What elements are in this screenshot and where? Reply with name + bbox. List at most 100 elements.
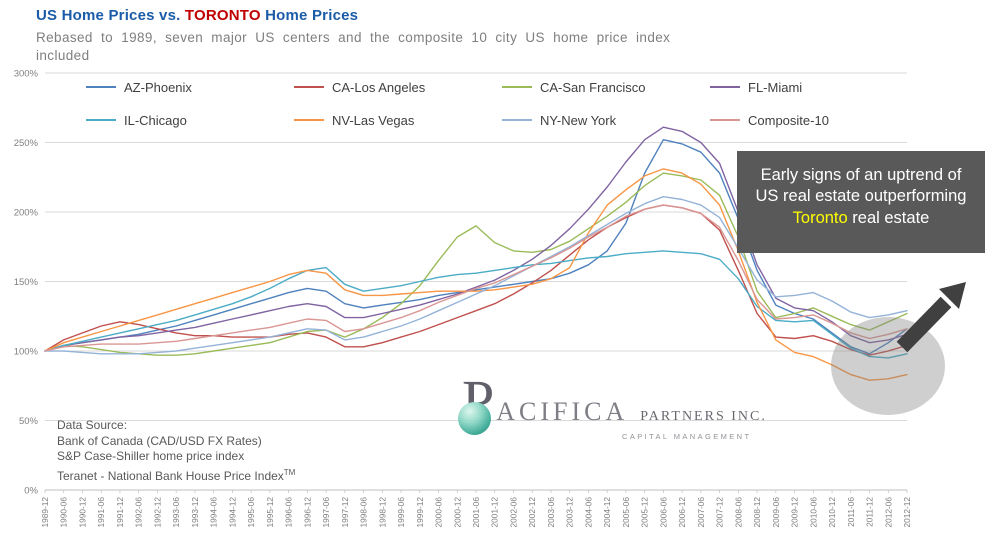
x-axis-label: 1990-06 [59, 497, 69, 528]
legend-label: IL-Chicago [124, 112, 187, 128]
x-axis-label: 2007-12 [715, 497, 725, 528]
legend-line-swatch [710, 118, 740, 122]
watermark-name: ACIFICA [496, 397, 629, 426]
chart-title: US Home Prices vs. TORONTO Home Prices [36, 7, 358, 24]
data-source-block: Data Source: Bank of Canada (CAD/USD FX … [57, 418, 295, 484]
highlight-ellipse [831, 317, 945, 415]
x-axis-label: 2009-06 [771, 497, 781, 528]
subtitle-line1: Rebased to 1989, seven major US centers … [36, 30, 671, 45]
legend-item-nv-las-vegas: NV-Las Vegas [294, 110, 502, 130]
data-source-lines: Bank of Canada (CAD/USD FX Rates) S&P Cas… [57, 434, 295, 485]
sphere-logo-icon [458, 402, 491, 435]
y-axis-label: 300% [14, 69, 39, 80]
legend-line-swatch [86, 118, 116, 122]
x-axis-label: 1995-12 [265, 497, 275, 528]
x-axis-label: 2001-12 [490, 497, 500, 528]
legend-item-fl-miami: FL-Miami [710, 77, 918, 97]
x-axis-label: 2012-06 [883, 497, 893, 528]
watermark-partners: PARTNERS INC. [640, 409, 767, 424]
pacifica-watermark: P ACIFICA PARTNERS INC. CAPITAL MANAGEME… [458, 372, 767, 441]
chart-legend: AZ-Phoenix CA-Los Angeles CA-San Francisco… [86, 77, 926, 130]
annotation-toronto: Toronto [792, 208, 848, 227]
legend-item-ny-new-york: NY-New York [502, 110, 710, 130]
x-axis-label: 2007-06 [696, 497, 706, 528]
series-line-nv-las-vegas [44, 168, 908, 381]
legend-label: FL-Miami [748, 79, 803, 95]
series-line-composite-10 [44, 204, 908, 352]
x-axis-label: 2008-06 [733, 497, 743, 528]
title-us: US Home Prices vs. [36, 7, 181, 24]
title-toronto: TORONTO [184, 7, 261, 24]
x-axis-label: 2003-06 [546, 497, 556, 528]
legend-line-swatch [502, 85, 532, 89]
series-line-ca-los-angeles [44, 204, 908, 356]
x-axis-label: 2000-12 [452, 497, 462, 528]
x-axis-label: 1991-06 [96, 497, 106, 528]
x-axis-label: 1994-06 [209, 497, 219, 528]
legend-line-swatch [502, 118, 532, 122]
x-axis-label: 2008-12 [752, 497, 762, 528]
x-axis-label: 1997-12 [340, 497, 350, 528]
series-line-ca-san-francisco [44, 172, 908, 356]
x-axis-label: 2004-06 [583, 497, 593, 528]
annotation-text-before: Early signs of an uptrend of US real est… [755, 166, 967, 206]
subtitle-line2: included [36, 48, 90, 63]
legend-line-swatch [710, 85, 740, 89]
x-axis-label: 1996-12 [302, 497, 312, 528]
x-axis-label: 1993-06 [171, 497, 181, 528]
series-line-az-phoenix [44, 138, 908, 355]
x-axis-label: 2010-06 [808, 497, 818, 528]
annotation-text-after: real estate [847, 208, 930, 227]
series-line-il-chicago [44, 250, 908, 359]
legend-line-swatch [86, 85, 116, 89]
x-axis-label: 1989-12 [40, 497, 50, 528]
x-axis-label: 1991-12 [115, 497, 125, 528]
x-axis-label: 2012-12 [902, 497, 912, 528]
x-axis-label: 2001-06 [471, 497, 481, 528]
title-rest: Home Prices [265, 7, 359, 24]
legend-line-swatch [294, 85, 324, 89]
annotation-box: Early signs of an uptrend of US real est… [737, 151, 985, 253]
x-axis-label: 1995-06 [246, 497, 256, 528]
legend-item-az-phoenix: AZ-Phoenix [86, 77, 294, 97]
x-axis-label: 1998-06 [359, 497, 369, 528]
x-axis-label: 2003-12 [565, 497, 575, 528]
x-axis-label: 1993-12 [190, 497, 200, 528]
watermark-subtitle: CAPITAL MANAGEMENT [622, 432, 752, 441]
x-axis-label: 1999-06 [396, 497, 406, 528]
x-axis-label: 2006-06 [658, 497, 668, 528]
legend-item-ca-san-francisco: CA-San Francisco [502, 77, 710, 97]
y-axis-label: 250% [14, 138, 39, 149]
y-axis-label: 150% [14, 277, 39, 288]
legend-label: CA-San Francisco [540, 79, 646, 95]
legend-label: Composite-10 [748, 112, 829, 128]
x-axis-label: 2011-12 [865, 497, 875, 527]
uptrend-arrow-shaft [896, 296, 952, 353]
x-axis-label: 2011-06 [846, 497, 856, 527]
x-axis-label: 1997-06 [321, 497, 331, 528]
x-axis-label: 2000-06 [434, 497, 444, 528]
legend-item-il-chicago: IL-Chicago [86, 110, 294, 130]
data-source-title: Data Source: [57, 418, 128, 432]
x-axis-label: 2006-12 [677, 497, 687, 528]
data-source-line: S&P Case-Shiller home price index [57, 449, 245, 463]
chart-subtitle: Rebased to 1989, seven major US centers … [36, 29, 670, 65]
y-axis-label: 200% [14, 208, 39, 219]
legend-item-ca-los-angeles: CA-Los Angeles [294, 77, 502, 97]
x-axis-label: 1998-12 [377, 497, 387, 528]
x-axis-label: 2005-06 [621, 497, 631, 528]
y-axis-label: 0% [24, 486, 38, 497]
x-axis-label: 2010-12 [827, 497, 837, 528]
y-axis-label: 100% [14, 347, 39, 358]
trademark-symbol: TM [283, 467, 296, 477]
legend-label: CA-Los Angeles [332, 79, 426, 95]
legend-line-swatch [294, 118, 324, 122]
x-axis-label: 2002-06 [508, 497, 518, 528]
uptrend-arrow-head-icon [939, 282, 966, 309]
x-axis-label: 2004-12 [602, 497, 612, 528]
data-source-line: Teranet - National Bank House Price Inde… [57, 467, 296, 483]
x-axis-label: 1992-12 [152, 497, 162, 528]
x-axis-label: 1994-12 [227, 497, 237, 528]
data-source-line: Bank of Canada (CAD/USD FX Rates) [57, 433, 262, 448]
